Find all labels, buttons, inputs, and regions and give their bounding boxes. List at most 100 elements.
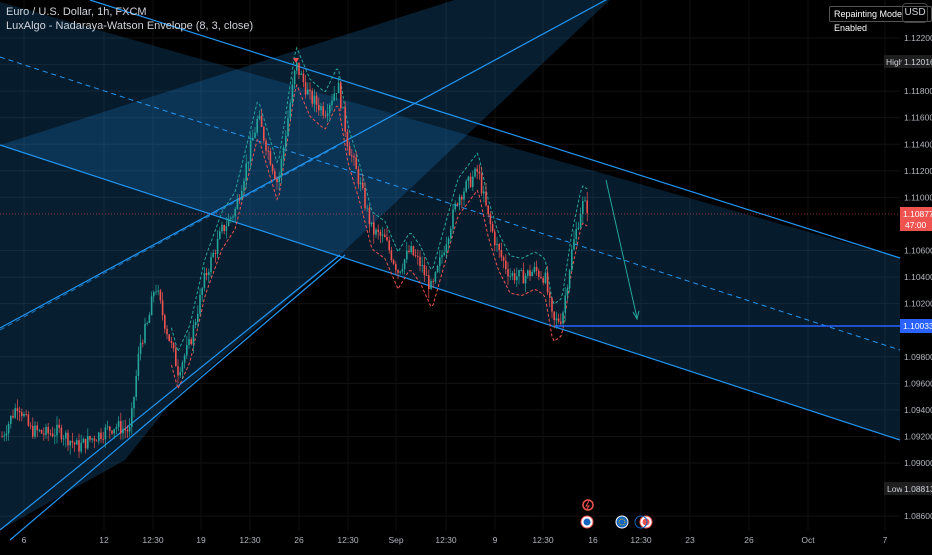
price-tick-label: 1.11800 xyxy=(904,86,932,96)
candle-body xyxy=(27,414,30,426)
horizontal-line-price-label: 1.10033 xyxy=(900,319,932,333)
candle-body xyxy=(89,436,91,440)
candle-body xyxy=(201,288,203,295)
time-tick-label: Oct xyxy=(801,535,815,545)
candle-body xyxy=(135,375,137,397)
candle-body xyxy=(507,269,509,277)
candle-body xyxy=(535,266,538,271)
candle-body xyxy=(230,217,232,219)
time-tick-label: 23 xyxy=(685,535,695,545)
rising-channel-lines xyxy=(0,0,608,541)
candle-body xyxy=(439,257,441,266)
candle-body xyxy=(509,275,511,277)
candle-body xyxy=(214,253,217,254)
candle-body xyxy=(524,275,527,284)
price-tick-label: 1.11200 xyxy=(904,166,932,176)
forecast-arrow[interactable] xyxy=(605,179,640,321)
candle-body xyxy=(148,315,151,323)
candle-body xyxy=(410,246,412,253)
candle-body xyxy=(168,334,170,342)
candle-body xyxy=(373,222,375,235)
time-tick-label: 12:30 xyxy=(532,535,554,545)
candle-body xyxy=(344,107,346,132)
candle-body xyxy=(425,275,428,276)
price-tick-label: 1.10600 xyxy=(904,246,932,256)
candle-body xyxy=(47,426,49,434)
candle-body xyxy=(421,264,423,266)
candle-body xyxy=(267,150,269,152)
candle-body xyxy=(395,263,397,271)
price-axis[interactable]: 1.122001.120001.118001.116001.114001.112… xyxy=(904,33,932,521)
candle-body xyxy=(318,104,320,111)
candle-body xyxy=(238,198,241,200)
candle-body xyxy=(293,70,296,85)
candle-body xyxy=(161,300,164,316)
candle-body xyxy=(472,176,474,187)
candle-body xyxy=(287,118,289,136)
time-tick-label: 16 xyxy=(588,535,598,545)
candle-body xyxy=(106,426,109,428)
candle-body xyxy=(357,169,360,185)
candle-body xyxy=(491,224,494,232)
repainting-mode-badge: Repainting Mode Enabled xyxy=(829,6,932,33)
candle-body xyxy=(258,115,261,120)
candle-body xyxy=(14,408,16,418)
candle-body xyxy=(175,348,177,367)
candle-body xyxy=(469,176,472,187)
eu-flag-event-icon[interactable] xyxy=(615,515,629,529)
candle-body xyxy=(144,323,146,344)
candle-body xyxy=(500,250,503,258)
candle-body xyxy=(388,240,390,251)
symbol-title[interactable]: Euro / U.S. Dollar, 1h, FXCM xyxy=(6,6,147,18)
earnings-icon[interactable] xyxy=(582,499,594,511)
candle-body xyxy=(181,362,184,373)
candle-body xyxy=(544,272,547,283)
candle-body xyxy=(157,290,159,292)
candle-body xyxy=(582,201,584,215)
candle-body xyxy=(417,255,419,257)
candle-body xyxy=(432,281,434,282)
candle-body xyxy=(540,276,542,278)
candle-body xyxy=(309,89,311,91)
candle-body xyxy=(45,426,47,435)
candle-body xyxy=(159,290,162,301)
time-axis[interactable]: 6 12 12:30 19 12:30 26 12:30 Sep 12:30 9 12:30 16 12… xyxy=(22,535,888,545)
candle-body xyxy=(355,157,357,170)
candle-body xyxy=(271,164,274,172)
candle-body xyxy=(78,440,80,452)
candle-body xyxy=(115,427,118,430)
chart-legend: Euro / U.S. Dollar, 1h, FXCM LuxAlgo - N… xyxy=(6,5,253,33)
rising-parallel-channel[interactable] xyxy=(0,0,615,550)
candle-body xyxy=(256,119,258,133)
candle-body xyxy=(54,435,56,437)
candle-body xyxy=(533,266,536,273)
svg-text:High: High xyxy=(886,57,904,67)
candle-body xyxy=(335,93,338,94)
time-tick-label: 12:30 xyxy=(239,535,261,545)
candle-body xyxy=(579,214,582,228)
candle-body xyxy=(243,180,245,191)
candle-body xyxy=(498,244,500,251)
candle-body xyxy=(478,171,481,174)
candle-body xyxy=(375,229,377,235)
event-icons[interactable] xyxy=(580,499,653,529)
candle-body xyxy=(120,421,122,434)
candle-body xyxy=(531,272,533,277)
candle-body xyxy=(247,161,250,164)
candle-body xyxy=(164,315,166,329)
candle-body xyxy=(518,270,520,277)
us-flag-event-icon[interactable] xyxy=(634,515,653,529)
indicator-title[interactable]: LuxAlgo - Nadaraya-Watson Envelope (8, 3… xyxy=(6,20,254,32)
currency-button[interactable]: USD xyxy=(902,3,928,23)
candle-body xyxy=(353,155,355,158)
candle-body xyxy=(445,244,448,253)
candle-body xyxy=(252,137,254,141)
candle-body xyxy=(212,253,214,258)
us-flag-event-icon[interactable] xyxy=(580,515,594,529)
falling-parallel-channel[interactable] xyxy=(0,0,901,441)
candle-body xyxy=(221,224,223,232)
candle-body xyxy=(285,135,287,148)
candle-body xyxy=(414,255,417,257)
candle-body xyxy=(520,269,522,271)
